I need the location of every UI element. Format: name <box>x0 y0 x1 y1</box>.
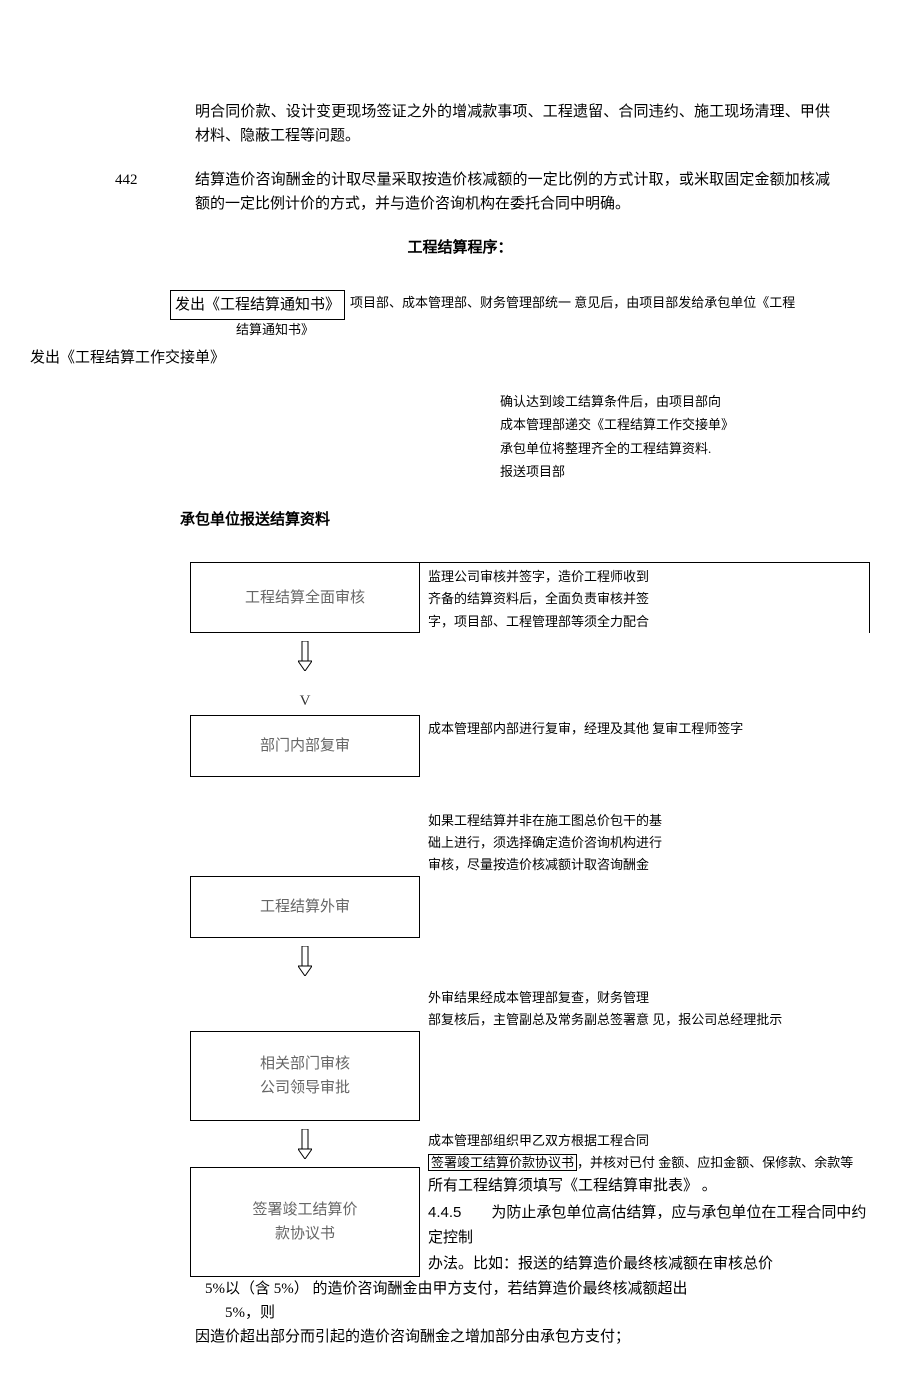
flow-box: 相关部门审核 公司领导审批 <box>190 1031 420 1121</box>
flow-box: 工程结算外审 <box>190 876 420 938</box>
notice-caption-1: 项目部、成本管理部、财务管理部统一 意见后，由项目部发给承包单位《工程 <box>350 290 900 314</box>
notice-row-1: 发出《工程结算通知书》 项目部、成本管理部、财务管理部统一 意见后，由项目部发给… <box>170 290 900 320</box>
flow-desc: 成本管理部组织甲乙双方根据工程合同签署竣工结算价款协议书，并核对已付 金额、应扣… <box>420 1167 870 1277</box>
flow-row: 工程结算全面审核监理公司审核并签字，造价工程师收到 齐备的结算资料后，全面负责审… <box>190 562 870 632</box>
desc-line: 确认达到竣工结算条件后，由项目部向 <box>500 390 900 413</box>
numbered-paragraph-442: 442 结算造价咨询酬金的计取尽量采取按造价核减额的一定比例的方式计取，或米取固… <box>20 168 900 216</box>
flow-desc <box>420 1031 870 1121</box>
left-header: 发出《工程结算工作交接单》 <box>30 346 900 370</box>
num-content: 结算造价咨询酬金的计取尽量采取按造价核减额的一定比例的方式计取，或米取固定金额加… <box>195 168 830 216</box>
section-label: 承包单位报送结算资料 <box>180 508 900 532</box>
flow-box: 部门内部复审 <box>190 715 420 777</box>
flow-desc: 监理公司审核并签字，造价工程师收到 齐备的结算资料后，全面负责审核并签 字，项目… <box>420 562 870 632</box>
flow-box: 工程结算全面审核 <box>190 562 420 632</box>
arrow-down-icon <box>298 641 312 671</box>
desc-line: 承包单位将整理齐全的工程结算资料. <box>500 437 900 460</box>
wrap-line-2: 5%，则 <box>225 1301 900 1325</box>
procedure-title: 工程结算程序： <box>20 236 900 260</box>
flow-row: 工程结算外审 <box>190 876 870 938</box>
flow-desc: 成本管理部内部进行复审，经理及其他 复审工程师签字 <box>420 715 870 777</box>
num-label: 442 <box>20 168 195 216</box>
flow-desc <box>420 876 870 938</box>
notice-box-1: 发出《工程结算通知书》 <box>170 290 345 320</box>
flow-row: 签署竣工结算价 款协议书成本管理部组织甲乙双方根据工程合同签署竣工结算价款协议书… <box>190 1167 870 1277</box>
flow-desc: 如果工程结算并非在施工图总价包干的基 础上进行，须选择确定造价咨询机构进行 审核… <box>420 807 870 876</box>
arrow-down-icon <box>298 1129 312 1159</box>
arrow-cell <box>190 938 420 984</box>
desc-line: 成本管理部递交《工程结算工作交接单》 <box>500 413 900 436</box>
flow-desc: 外审结果经成本管理部复查，财务管理 部复核后，主管副总及常务副总签署意 见，报公… <box>420 984 870 1031</box>
arrow-cell <box>190 1121 420 1167</box>
flow-row: 部门内部复审成本管理部内部进行复审，经理及其他 复审工程师签字 <box>190 715 870 777</box>
arrow-cell <box>190 633 420 679</box>
flow-desc-above-row: 外审结果经成本管理部复查，财务管理 部复核后，主管副总及常务副总签署意 见，报公… <box>190 984 870 1031</box>
desc-line: 报送项目部 <box>500 460 900 483</box>
wrap-line-1: 5%以（含 5%） 的造价咨询酬金由甲方支付，若结算造价最终核减额超出 <box>205 1277 900 1301</box>
v-marker: V <box>190 679 420 715</box>
flow-row: 相关部门审核 公司领导审批 <box>190 1031 870 1121</box>
arrow-down-icon <box>298 946 312 976</box>
flowchart: 工程结算全面审核监理公司审核并签字，造价工程师收到 齐备的结算资料后，全面负责审… <box>190 562 870 1277</box>
wrap-line-3: 因造价超出部分而引起的造价咨询酬金之增加部分由承包方支付； <box>195 1325 900 1349</box>
flow-box: 签署竣工结算价 款协议书 <box>190 1167 420 1277</box>
arrow-row <box>190 938 870 984</box>
paragraph-1: 明合同价款、设计变更现场签证之外的增减款事项、工程遗留、合同违约、施工现场清理、… <box>195 100 830 148</box>
arrow-row <box>190 633 870 679</box>
desc-block-1: 确认达到竣工结算条件后，由项目部向 成本管理部递交《工程结算工作交接单》 承包单… <box>500 390 900 484</box>
flow-desc-above-row: 如果工程结算并非在施工图总价包干的基 础上进行，须选择确定造价咨询机构进行 审核… <box>190 807 870 876</box>
notice-sub-1: 结算通知书》 <box>170 320 380 341</box>
